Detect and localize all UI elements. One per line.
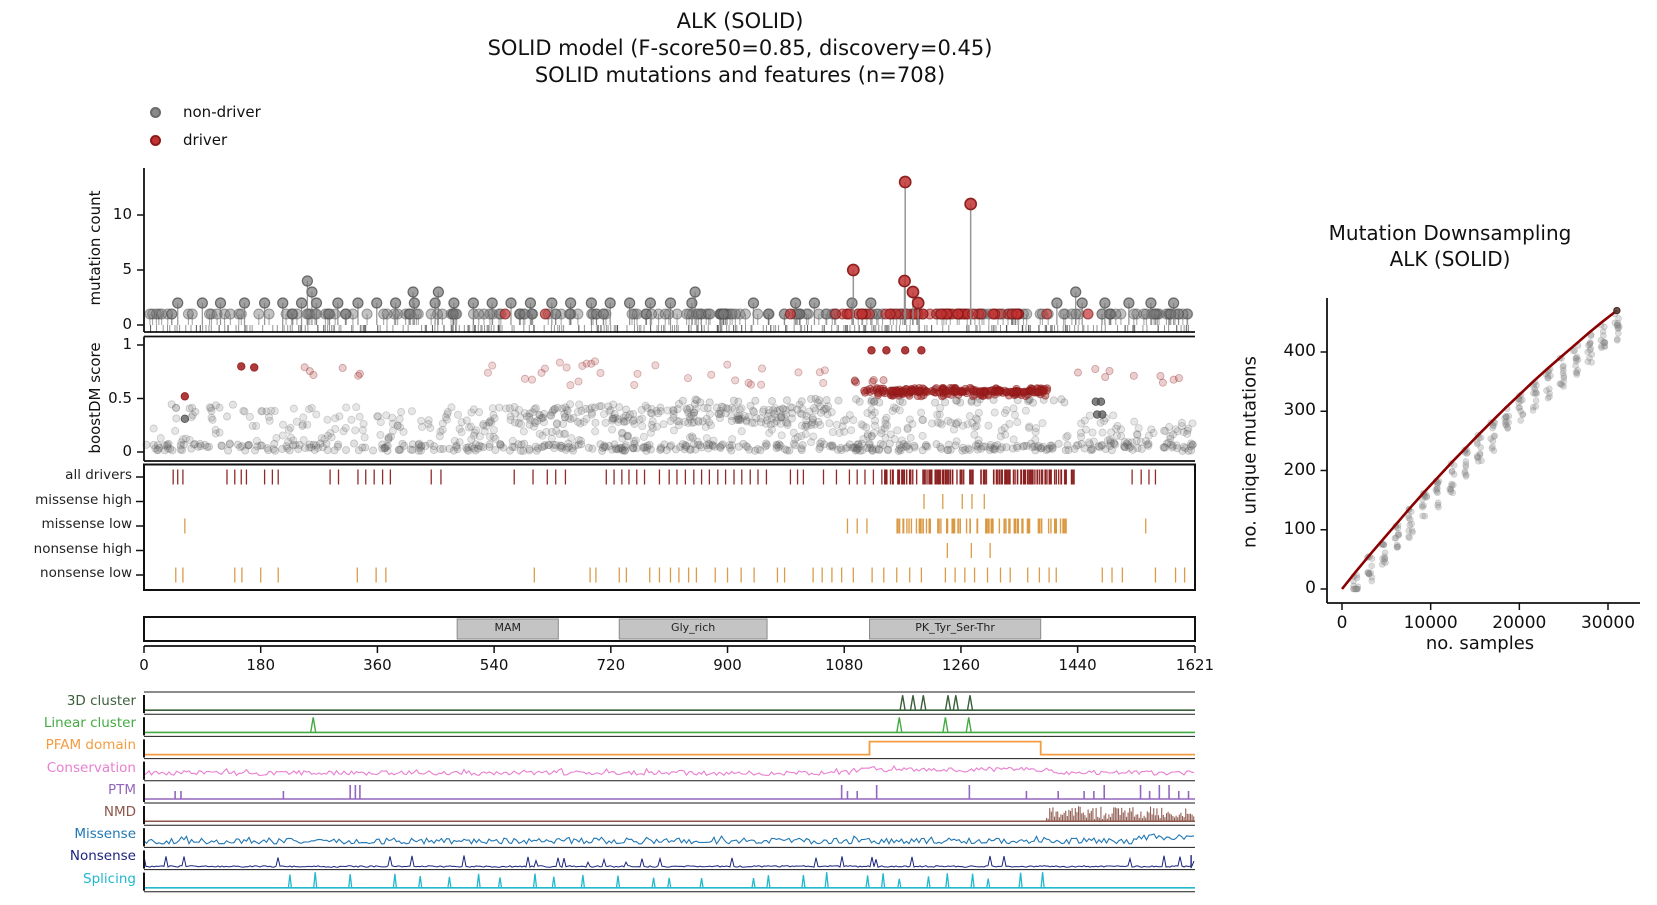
legend-label-non-driver: non-driver [183, 103, 261, 121]
mutation-count-tick-5: 5 [122, 260, 132, 278]
downsampling-title: Mutation Downsampling ALK (SOLID) [1250, 220, 1650, 272]
ds-x-tick-30000: 30000 [1580, 613, 1636, 633]
track-label-nonsense-high: nonsense high [33, 540, 132, 557]
downsampling-title-line1: Mutation Downsampling [1328, 221, 1572, 245]
ds-y-tick-400: 400 [1283, 341, 1316, 361]
ds-x-tick-0: 0 [1336, 613, 1348, 633]
figure-title-line3: SOLID mutations and features (n=708) [534, 63, 946, 87]
non-driver-dot-icon [150, 106, 161, 118]
mutation-count-tick-0: 0 [122, 315, 132, 333]
x-axis-tick-1080: 1080 [825, 656, 864, 674]
x-axis-tick-360: 360 [363, 656, 392, 674]
track-label-missense-high: missense high [35, 491, 132, 508]
figure-title: ALK (SOLID) SOLID model (F-score50=0.85,… [300, 8, 1180, 89]
feature-label-Splicing: Splicing [83, 870, 136, 887]
feature-label-Nonsense: Nonsense [69, 848, 136, 865]
boostdm-tick-1: 1 [122, 335, 132, 353]
legend: non-driver driver [150, 98, 261, 154]
track-label-all-drivers: all drivers [65, 467, 132, 483]
x-axis-tick-900: 900 [713, 656, 742, 674]
ds-x-tick-20000: 20000 [1492, 613, 1547, 633]
feature-label-PFAM-domain: PFAM domain [45, 737, 136, 754]
x-axis-tick-1440: 1440 [1058, 656, 1097, 674]
ds-y-tick-100: 100 [1283, 518, 1316, 539]
feature-label-Linear-cluster: Linear cluster [43, 715, 136, 732]
x-axis-tick-1621: 1621 [1175, 656, 1215, 674]
boostdm-tick-0: 0 [122, 442, 132, 460]
figure-title-line1: ALK (SOLID) [676, 9, 804, 33]
mutation-count-tick-10: 10 [112, 205, 132, 223]
feature-label-Missense: Missense [74, 826, 136, 843]
feature-label-NMD: NMD [103, 804, 136, 820]
track-label-missense-low: missense low [41, 516, 132, 532]
ds-x-tick-10000: 10000 [1403, 613, 1458, 633]
figure-title-line2: SOLID model (F-score50=0.85, discovery=0… [487, 36, 993, 60]
x-axis-tick-540: 540 [479, 656, 509, 674]
legend-label-driver: driver [183, 131, 228, 149]
feature-label-3D-cluster: 3D cluster [66, 693, 136, 709]
domain-label-Gly_rich: Gly_rich [671, 621, 716, 634]
ds-y-tick-0: 0 [1305, 578, 1316, 598]
legend-row-driver: driver [150, 126, 261, 154]
x-axis-tick-1260: 1260 [941, 656, 981, 674]
domain-label-PK_Tyr_Ser-Thr: PK_Tyr_Ser-Thr [915, 621, 995, 634]
x-axis-tick-0: 0 [139, 656, 149, 674]
driver-dot-icon [150, 134, 161, 146]
feature-label-PTM: PTM [107, 781, 136, 798]
downsampling-xlabel: no. samples [1425, 633, 1535, 654]
legend-row-non-driver: non-driver [150, 98, 261, 126]
ds-y-tick-200: 200 [1283, 459, 1316, 480]
boostdm-tick-0.5: 0.5 [108, 388, 132, 407]
downsampling-title-line2: ALK (SOLID) [1389, 247, 1511, 271]
domain-label-MAM: MAM [494, 621, 521, 634]
feature-label-Conservation: Conservation [46, 759, 136, 776]
ds-y-tick-300: 300 [1283, 400, 1316, 421]
x-axis-tick-180: 180 [246, 656, 276, 674]
track-label-nonsense-low: nonsense low [40, 565, 132, 581]
x-axis-tick-720: 720 [596, 656, 626, 674]
